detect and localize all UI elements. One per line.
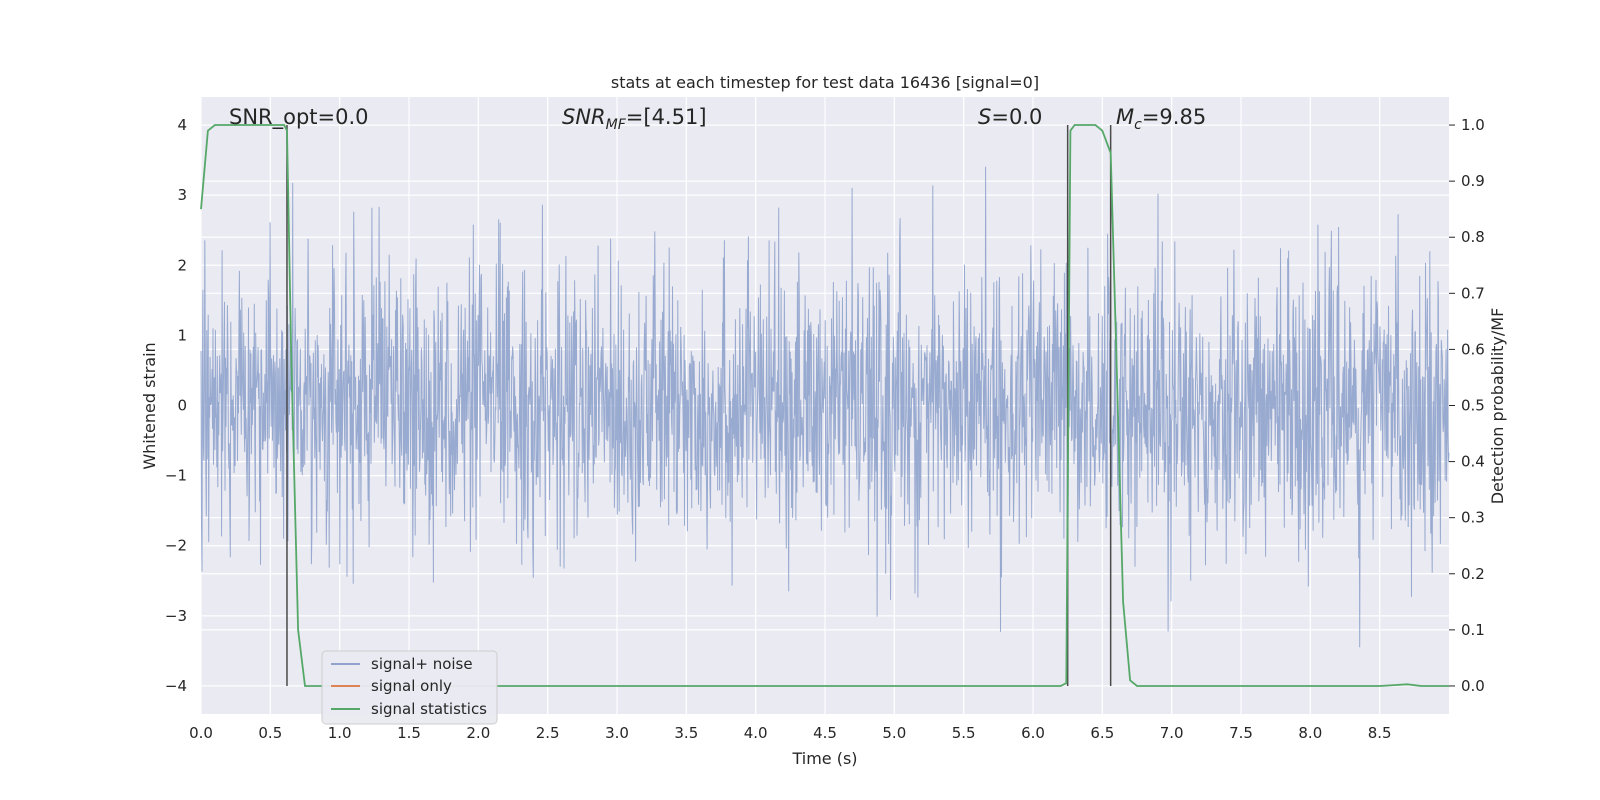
y-tick-label-left: −1 [165, 467, 187, 485]
y-tick-label-right: 0.3 [1461, 509, 1485, 527]
legend: signal+ noise signal only signal statist… [321, 650, 498, 725]
series-line-signal-statistics [200, 124, 1449, 687]
y-tick-label-left: −3 [165, 607, 187, 625]
y-tick-label-left: 3 [177, 186, 187, 204]
x-tick-label: 6.0 [1021, 724, 1045, 742]
x-tick-label: 7.0 [1160, 724, 1184, 742]
signal-statistics-series [200, 124, 1449, 687]
y-tick-label-right: 0.6 [1461, 340, 1485, 358]
x-tick-label: 4.0 [744, 724, 768, 742]
y-tick-label-right: 0.8 [1461, 228, 1485, 246]
x-tick-label: 3.0 [605, 724, 629, 742]
y-axis-label-right: Detection probability/MF [1488, 308, 1507, 505]
y-tick-label-left: 4 [177, 116, 187, 134]
x-tick-label: 8.0 [1298, 724, 1322, 742]
series-line-signal-noise [200, 166, 1450, 648]
signal-noise-series [200, 166, 1450, 648]
legend-box [321, 650, 498, 725]
y-tick-label-left: 2 [177, 256, 187, 274]
x-tick-label: 0.0 [189, 724, 213, 742]
y-tick-label-right: 0.2 [1461, 565, 1485, 583]
annotation-snr-opt: SNR_opt=0.0 [229, 105, 369, 130]
y-tick-label-right: 0.4 [1461, 453, 1485, 471]
annotation-s: S=0.0 [978, 105, 1042, 129]
y-tick-label-right: 0.9 [1461, 172, 1485, 190]
y-tick-label-left: 1 [177, 326, 187, 344]
legend-label-signal-statistics: signal statistics [371, 700, 487, 718]
y-tick-label-right: 0.5 [1461, 397, 1485, 415]
x-tick-label: 0.5 [258, 724, 282, 742]
x-tick-label: 3.5 [674, 724, 698, 742]
x-tick-label: 5.0 [882, 724, 906, 742]
annotation-snr-mf: SNRMF=[4.51] [562, 105, 707, 133]
y-axis-label-left: Whitened strain [140, 342, 159, 469]
y-tick-label-right: 0.7 [1461, 284, 1485, 302]
x-tick-label: 8.5 [1368, 724, 1392, 742]
y-tick-label-right: 0.0 [1461, 677, 1485, 695]
x-tick-label: 4.5 [813, 724, 837, 742]
annotations: SNR_opt=0.0 SNRMF=[4.51] S=0.0 Mc=9.85 [229, 105, 1206, 133]
x-tick-label: 2.0 [466, 724, 490, 742]
annotation-mc: Mc=9.85 [1116, 105, 1206, 133]
x-tick-label: 2.5 [536, 724, 560, 742]
x-axis-label: Time (s) [791, 749, 857, 768]
legend-label-signal-noise: signal+ noise [371, 655, 473, 673]
y-tick-label-right: 0.1 [1461, 621, 1485, 639]
x-tick-label: 1.5 [397, 724, 421, 742]
x-tick-label: 5.5 [952, 724, 976, 742]
y-tick-label-right: 1.0 [1461, 116, 1485, 134]
axis-ticks: 0.0 0.5 1.0 1.5 2.0 2.5 3.0 3.5 4.0 4.5 5.0 5.5 6.0 6… [165, 116, 1485, 742]
x-tick-label: 7.5 [1229, 724, 1253, 742]
x-tick-label: 6.5 [1090, 724, 1114, 742]
y-tick-label-left: 0 [177, 397, 187, 415]
y-tick-label-left: −2 [165, 537, 187, 555]
x-tick-label: 1.0 [328, 724, 352, 742]
legend-label-signal-only: signal only [371, 677, 452, 695]
y-tick-label-left: −4 [165, 677, 187, 695]
chart-title: stats at each timestep for test data 164… [611, 73, 1039, 92]
